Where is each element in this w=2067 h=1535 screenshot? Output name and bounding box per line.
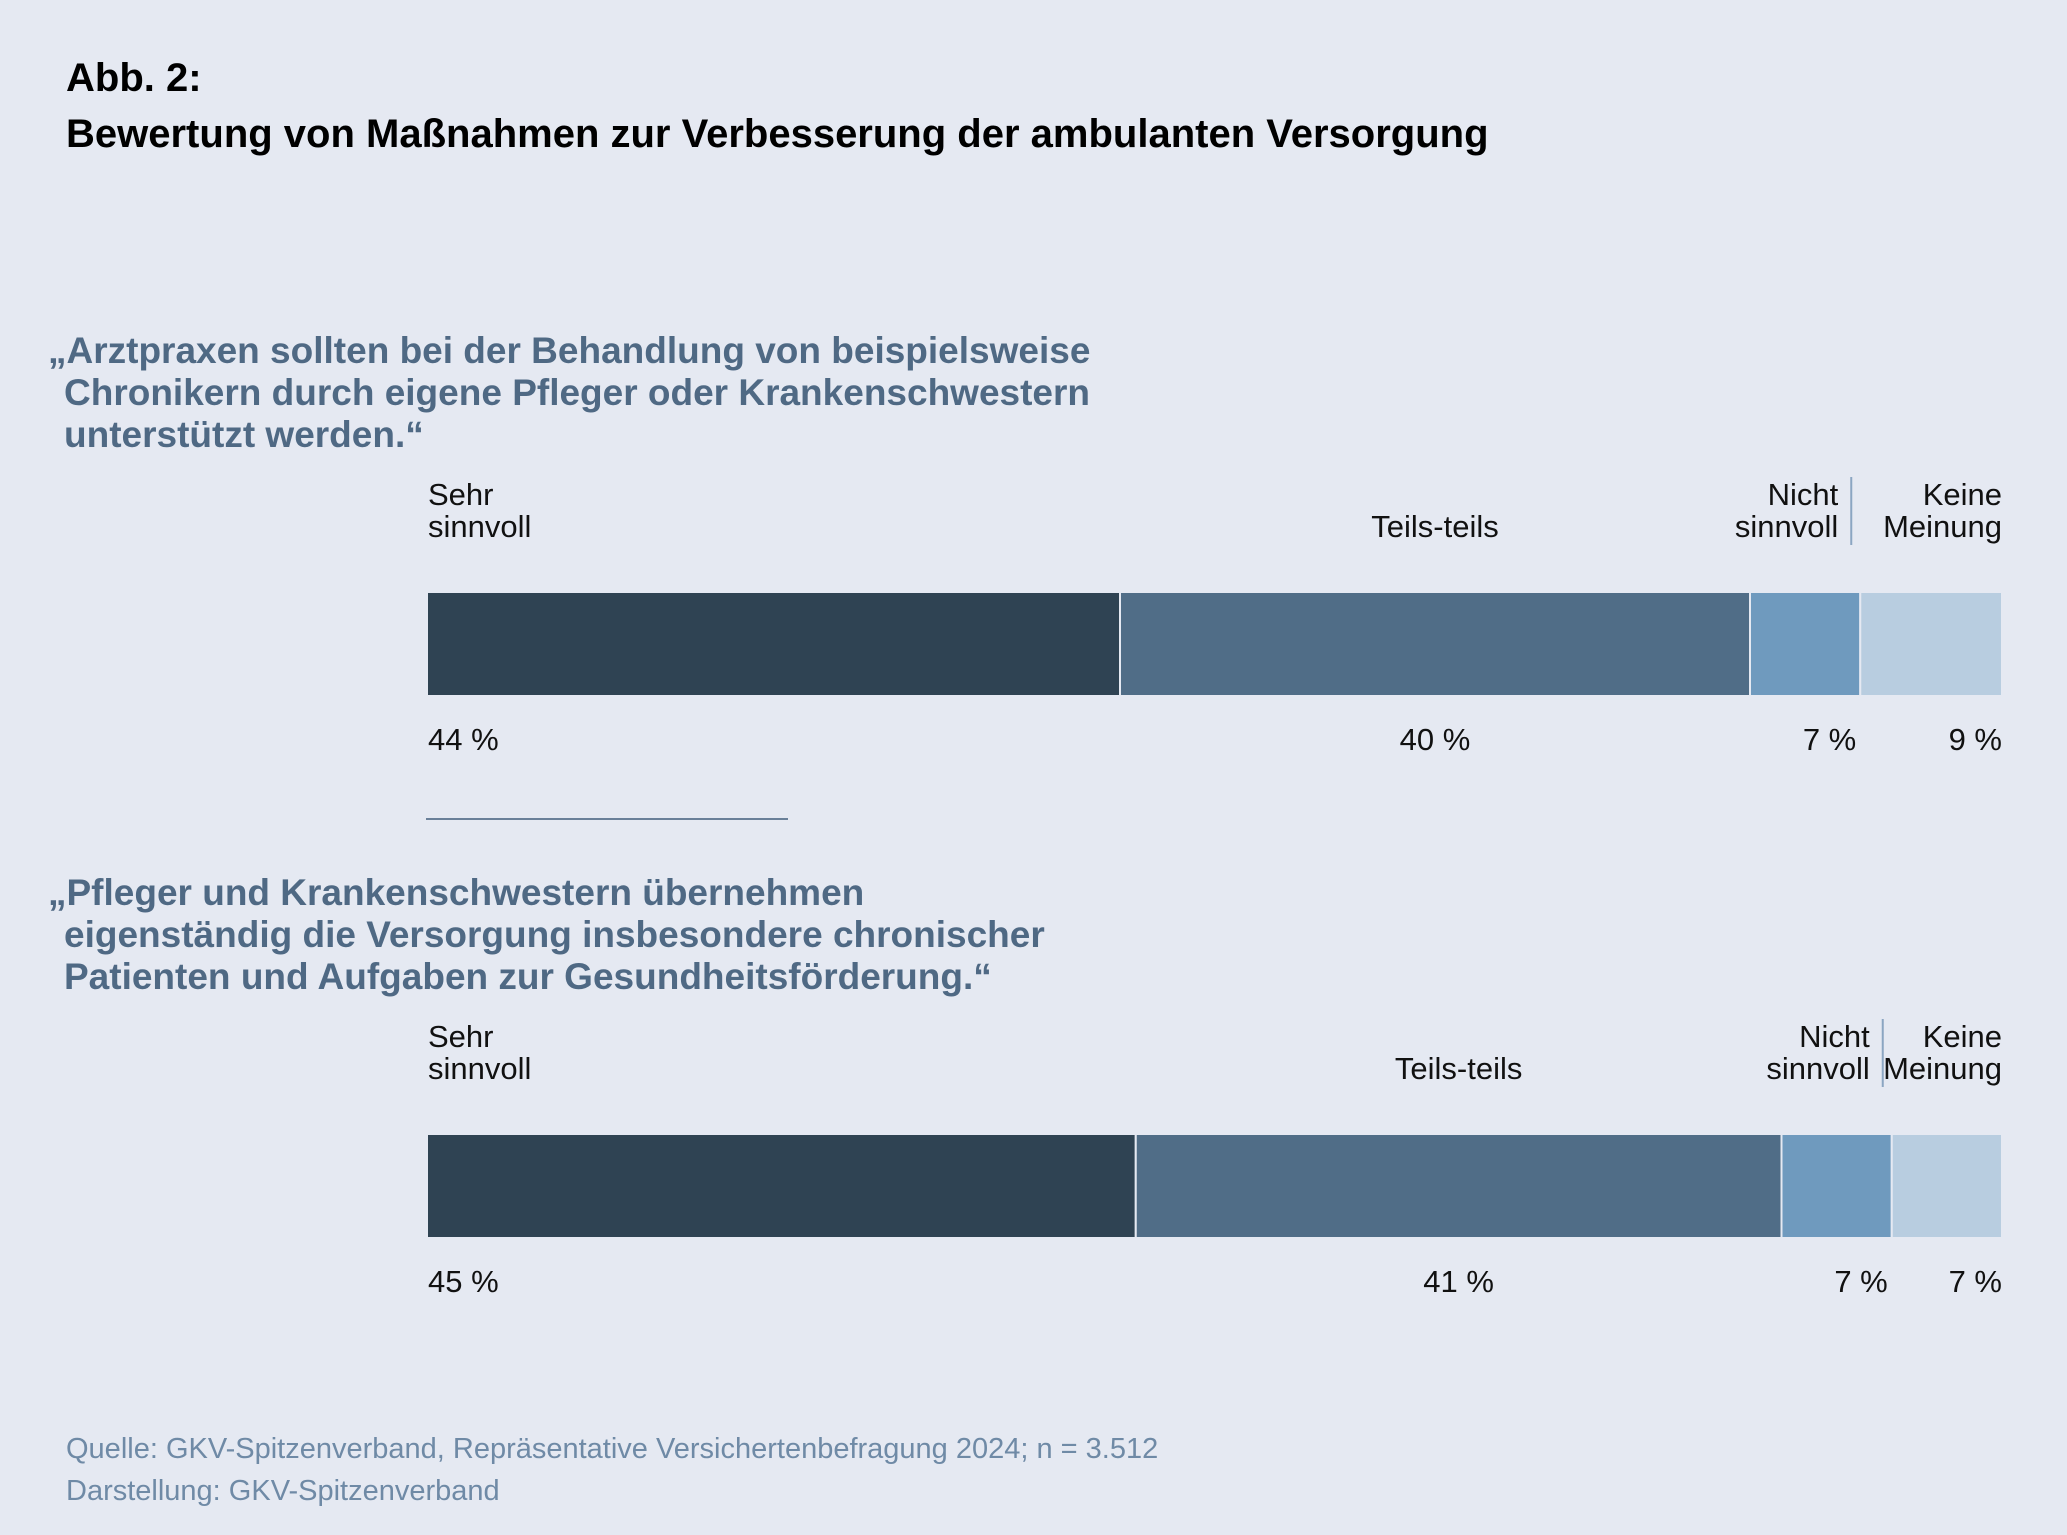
source-line-2: Darstellung: GKV-Spitzenverband [66, 1475, 500, 1507]
category-label-1-line-1: Sehr [428, 477, 493, 512]
statement-1: „Arztpraxen sollten bei der Behandlung v… [48, 330, 1248, 456]
value-label-4: 7 % [1949, 1264, 2002, 1299]
source-line-1: Quelle: GKV-Spitzenverband, Repräsentati… [66, 1433, 1159, 1465]
statement-1-line-1: „Arztpraxen sollten bei der Behandlung v… [48, 330, 1091, 371]
value-label-2: 41 % [1423, 1264, 1494, 1299]
bar-segment-4 [1859, 591, 2003, 697]
statement-1-line-3: unterstützt werden.“ [64, 414, 424, 455]
bar-segment-2 [1119, 591, 1751, 697]
category-label-4-line-1: Keine [1923, 1019, 2002, 1054]
category-label-4-line-2: Meinung [1883, 1051, 2002, 1086]
category-label-1-line-1: Sehr [428, 1019, 493, 1054]
value-label-3: 7 % [1834, 1264, 1887, 1299]
bar-segment-3 [1780, 1133, 1893, 1239]
value-label-1: 45 % [428, 1264, 499, 1299]
section-divider [426, 818, 788, 820]
statement-1-line-2: Chronikern durch eigene Pfleger oder Kra… [64, 372, 1091, 413]
bar-segment-2 [1134, 1133, 1783, 1239]
value-label-2: 40 % [1400, 722, 1471, 757]
value-label-3: 7 % [1803, 722, 1856, 757]
category-label-3-line-1: Nicht [1799, 1019, 1870, 1054]
source-note: Quelle: GKV-Spitzenverband, Repräsentati… [66, 1428, 1158, 1512]
value-label-1: 44 % [428, 722, 499, 757]
category-label-3-line-2: sinnvoll [1735, 509, 1838, 544]
statement-2: „Pfleger und Krankenschwestern übernehme… [48, 872, 1248, 998]
bar-segment-1 [426, 1133, 1137, 1239]
bar-segment-4 [1890, 1133, 2003, 1239]
category-label-4-line-1: Keine [1923, 477, 2002, 512]
category-label-4-line-2: Meinung [1883, 509, 2002, 544]
value-label-4: 9 % [1949, 722, 2002, 757]
bar-segment-3 [1749, 591, 1862, 697]
bar-segment-1 [426, 591, 1121, 697]
category-label-2-line-1: Teils-teils [1395, 1051, 1522, 1086]
category-label-3-line-2: sinnvoll [1766, 1051, 1869, 1086]
category-label-1-line-2: sinnvoll [428, 1051, 531, 1086]
statement-2-line-3: Patienten und Aufgaben zur Gesundheitsfö… [64, 956, 992, 997]
statement-2-line-2: eigenständig die Versorgung insbesondere… [64, 914, 1045, 955]
category-label-3-line-1: Nicht [1768, 477, 1839, 512]
category-label-2-line-1: Teils-teils [1371, 509, 1498, 544]
statement-2-line-1: „Pfleger und Krankenschwestern übernehme… [48, 872, 865, 913]
category-label-1-line-2: sinnvoll [428, 509, 531, 544]
figure-title: Bewertung von Maßnahmen zur Verbesserung… [66, 112, 1489, 156]
figure-label: Abb. 2: [66, 56, 202, 100]
